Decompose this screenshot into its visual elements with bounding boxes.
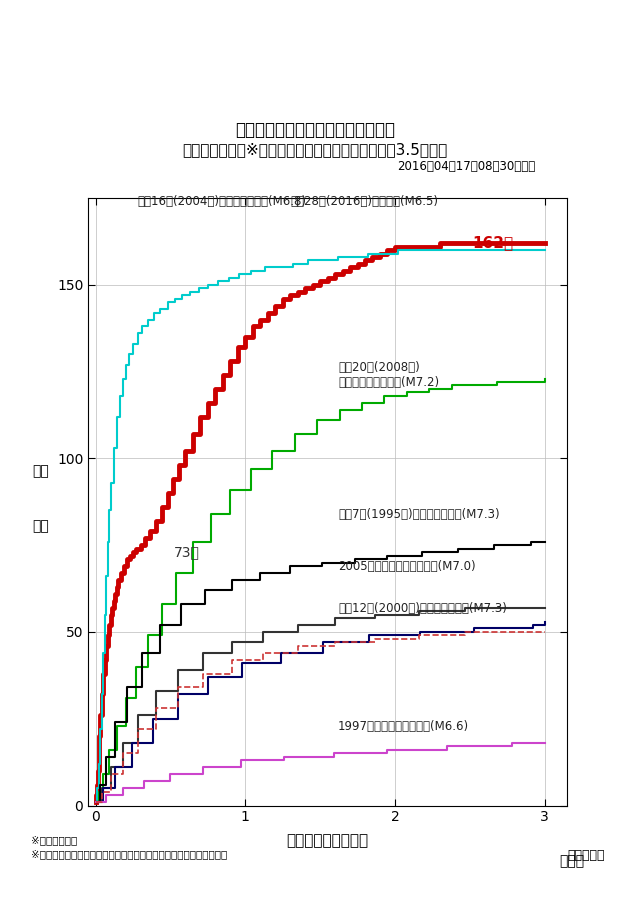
Text: 平成20年(2008年)
岩手・宮城内陸地震(M7.2): 平成20年(2008年) 岩手・宮城内陸地震(M7.2) (338, 361, 439, 389)
Text: 積算: 積算 (32, 464, 49, 479)
Text: 平成28年(2016年)熊本地震(M6.5): 平成28年(2016年)熊本地震(M6.5) (290, 195, 438, 209)
Text: ※この資料は速報値であり、後日の調査で変更することがあります。: ※この資料は速報値であり、後日の調査で変更することがあります。 (32, 849, 228, 859)
Text: 回数: 回数 (32, 519, 49, 533)
Text: 2005年福岡県西方沖の地震(M7.0): 2005年福岡県西方沖の地震(M7.0) (338, 560, 476, 573)
Text: 平成7年(1995年)兵庫県南部地震(M7.3): 平成7年(1995年)兵庫県南部地震(M7.3) (338, 508, 500, 521)
Text: 73回: 73回 (173, 545, 199, 559)
Text: 平成16年(2004年)新潟県中越地震(M6.8): 平成16年(2004年)新潟県中越地震(M6.8) (137, 195, 307, 209)
Text: ※本震を含む。: ※本震を含む。 (32, 835, 77, 845)
Text: 162回: 162回 (472, 236, 514, 250)
Text: 地震回数比較（※本震を含む）　（マグニチュード3.5以上）: 地震回数比較（※本震を含む） （マグニチュード3.5以上） (182, 142, 448, 157)
Text: 2016年04月17日08時30分現在: 2016年04月17日08時30分現在 (397, 160, 536, 173)
Text: 気象庁作成: 気象庁作成 (567, 849, 605, 861)
Text: 平成12年(2000年)鳥取県西部地震(M7.3): 平成12年(2000年)鳥取県西部地震(M7.3) (338, 601, 507, 615)
Text: 1997年鹿児島県薩摩地方(M6.6): 1997年鹿児島県薩摩地方(M6.6) (338, 720, 469, 733)
Text: （日）: （日） (559, 854, 585, 868)
Text: 内陸及び沿岸で発生した主な地震の: 内陸及び沿岸で発生した主な地震の (235, 122, 395, 140)
X-axis label: 本震からの経過日数: 本震からの経過日数 (287, 832, 369, 848)
